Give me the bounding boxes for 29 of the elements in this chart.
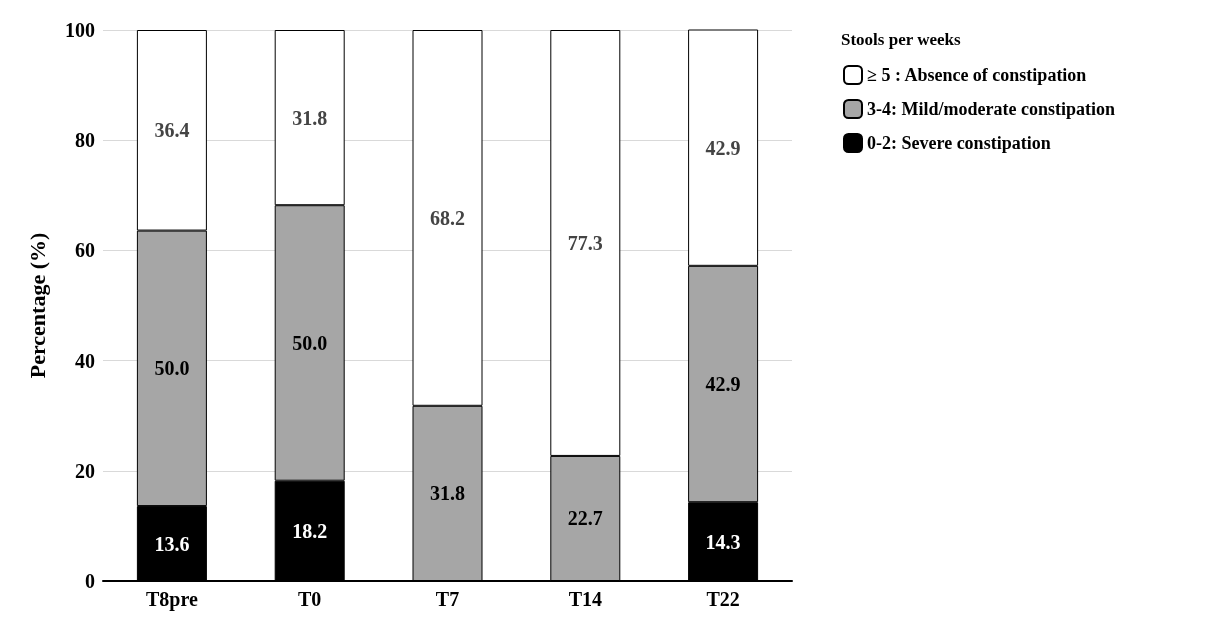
legend-label: 0-2: Severe constipation <box>867 133 1051 153</box>
data-label: 36.4 <box>154 119 190 142</box>
y-tick-label: 80 <box>75 129 95 152</box>
y-tick-label: 40 <box>75 349 95 372</box>
x-tick-label: T7 <box>435 588 460 610</box>
x-tick-label: T22 <box>706 588 740 610</box>
y-tick-label: 60 <box>75 239 95 262</box>
y-tick-label: 0 <box>85 570 95 592</box>
data-label: 68.2 <box>430 206 465 229</box>
data-label: 14.3 <box>705 530 741 553</box>
data-label: 42.9 <box>705 136 741 159</box>
data-label: 13.6 <box>154 532 190 555</box>
data-label: 42.9 <box>705 373 741 396</box>
legend-label: ≥ 5 : Absence of constipation <box>867 65 1087 85</box>
x-tick-label: T8pre <box>145 588 198 611</box>
y-tick-label: 20 <box>75 459 95 482</box>
data-label: 77.3 <box>567 231 603 254</box>
x-tick-label: T14 <box>568 588 602 610</box>
x-tick-label: T0 <box>298 588 322 610</box>
data-label: 50.0 <box>154 357 190 380</box>
legend-title: Stools per weeks <box>841 30 962 49</box>
legend-label: 3-4: Mild/moderate constipation <box>867 99 1115 119</box>
data-label: 22.7 <box>567 507 603 530</box>
data-label: 31.8 <box>430 482 465 505</box>
data-label: 31.8 <box>292 106 328 129</box>
y-axis-title: Percentage (%) <box>24 232 50 379</box>
data-label: 18.2 <box>292 519 328 542</box>
data-label: 50.0 <box>292 331 328 354</box>
y-tick-label: 100 <box>65 19 95 41</box>
